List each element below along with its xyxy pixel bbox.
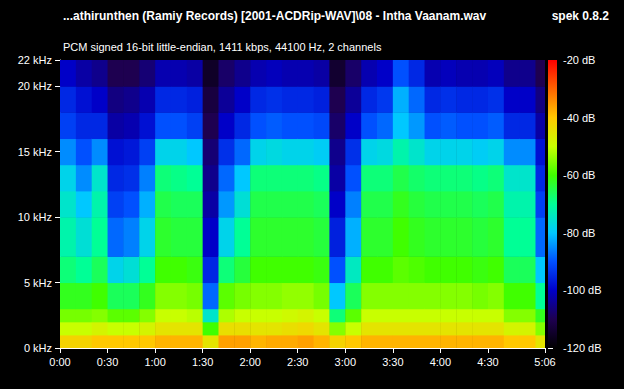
svg-text:20 kHz: 20 kHz: [18, 80, 52, 92]
svg-text:1:00: 1:00: [144, 356, 165, 368]
svg-text:4:00: 4:00: [430, 356, 451, 368]
svg-text:-40 dB: -40 dB: [563, 112, 595, 124]
svg-text:3:30: 3:30: [382, 356, 403, 368]
svg-text:0:00: 0:00: [49, 356, 70, 368]
svg-text:5:06: 5:06: [534, 356, 555, 368]
svg-text:0:30: 0:30: [97, 356, 118, 368]
svg-text:15 kHz: 15 kHz: [18, 146, 52, 158]
svg-text:2:30: 2:30: [287, 356, 308, 368]
svg-text:-100 dB: -100 dB: [563, 284, 602, 296]
svg-text:-20 dB: -20 dB: [563, 54, 595, 66]
svg-text:-80 dB: -80 dB: [563, 227, 595, 239]
svg-text:0 kHz: 0 kHz: [24, 342, 52, 354]
svg-text:PCM signed 16-bit little-endia: PCM signed 16-bit little-endian, 1411 kb…: [63, 41, 382, 53]
svg-text:4:30: 4:30: [477, 356, 498, 368]
svg-text:-120 dB: -120 dB: [563, 342, 602, 354]
svg-text:2:00: 2:00: [239, 356, 260, 368]
svg-text:10 kHz: 10 kHz: [18, 211, 52, 223]
svg-text:1:30: 1:30: [192, 356, 213, 368]
svg-text:-60 dB: -60 dB: [563, 169, 595, 181]
svg-text:...athirunthen (Ramiy Records): ...athirunthen (Ramiy Records) [2001-ACD…: [63, 9, 487, 23]
svg-text:spek 0.8.2: spek 0.8.2: [552, 9, 610, 23]
svg-text:5 kHz: 5 kHz: [24, 277, 52, 289]
svg-text:22 kHz: 22 kHz: [18, 54, 52, 66]
svg-text:3:00: 3:00: [335, 356, 356, 368]
